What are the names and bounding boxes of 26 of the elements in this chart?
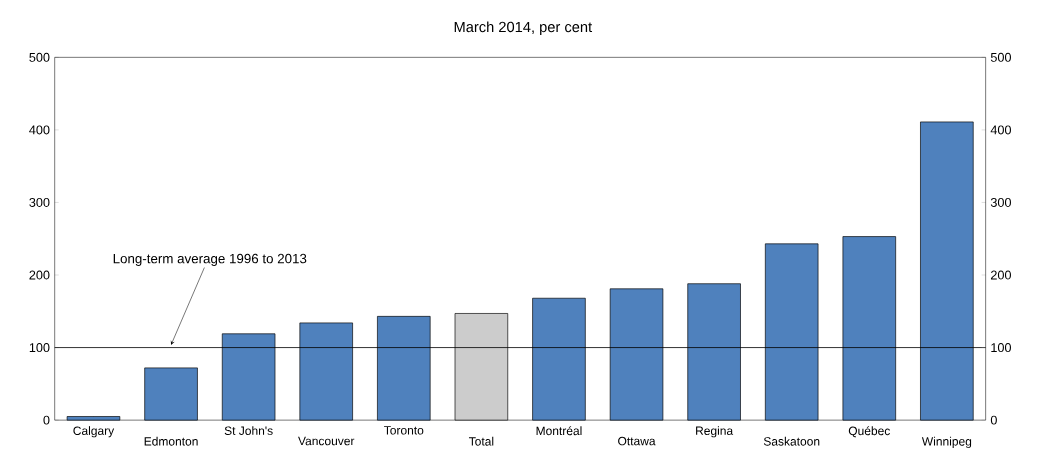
- x-tick-label: Winnipeg: [921, 436, 972, 448]
- y2-tick-label: 300: [990, 197, 1011, 207]
- y2-tick-label: 200: [990, 270, 1011, 280]
- annotation: Long-term average 1996 to 2013: [113, 253, 307, 266]
- x-tick-label: Toronto: [384, 425, 424, 435]
- y2-tick-label: 0: [990, 415, 997, 425]
- y2-tick-label: 400: [990, 125, 1011, 135]
- x-tick-label: Total: [468, 436, 494, 446]
- x-tick-label: Ottawa: [618, 436, 656, 446]
- x-tick-label: Saskatoon: [763, 436, 820, 446]
- x-tick-label: St John's: [224, 425, 273, 435]
- y-tick-label: 400: [29, 125, 50, 135]
- y-tick-label: 200: [29, 270, 50, 280]
- y-tick-label: 500: [29, 52, 50, 62]
- y-tick-label: 100: [29, 342, 50, 352]
- y-tick-label: 300: [29, 197, 50, 207]
- x-tick-label: Calgary: [73, 425, 115, 438]
- y2-tick-label: 500: [990, 52, 1011, 62]
- x-tick-label: Edmonton: [144, 436, 198, 446]
- y2-tick-label: 100: [991, 342, 1011, 352]
- chart-title: March 2014, per cent: [454, 21, 593, 35]
- y-tick-label: 0: [43, 415, 50, 425]
- x-tick-label: Regina: [696, 425, 734, 438]
- x-tick-label: Montréal: [536, 425, 582, 435]
- x-tick-label: Québec: [848, 425, 890, 438]
- x-tick-label: Vancouver: [298, 436, 355, 445]
